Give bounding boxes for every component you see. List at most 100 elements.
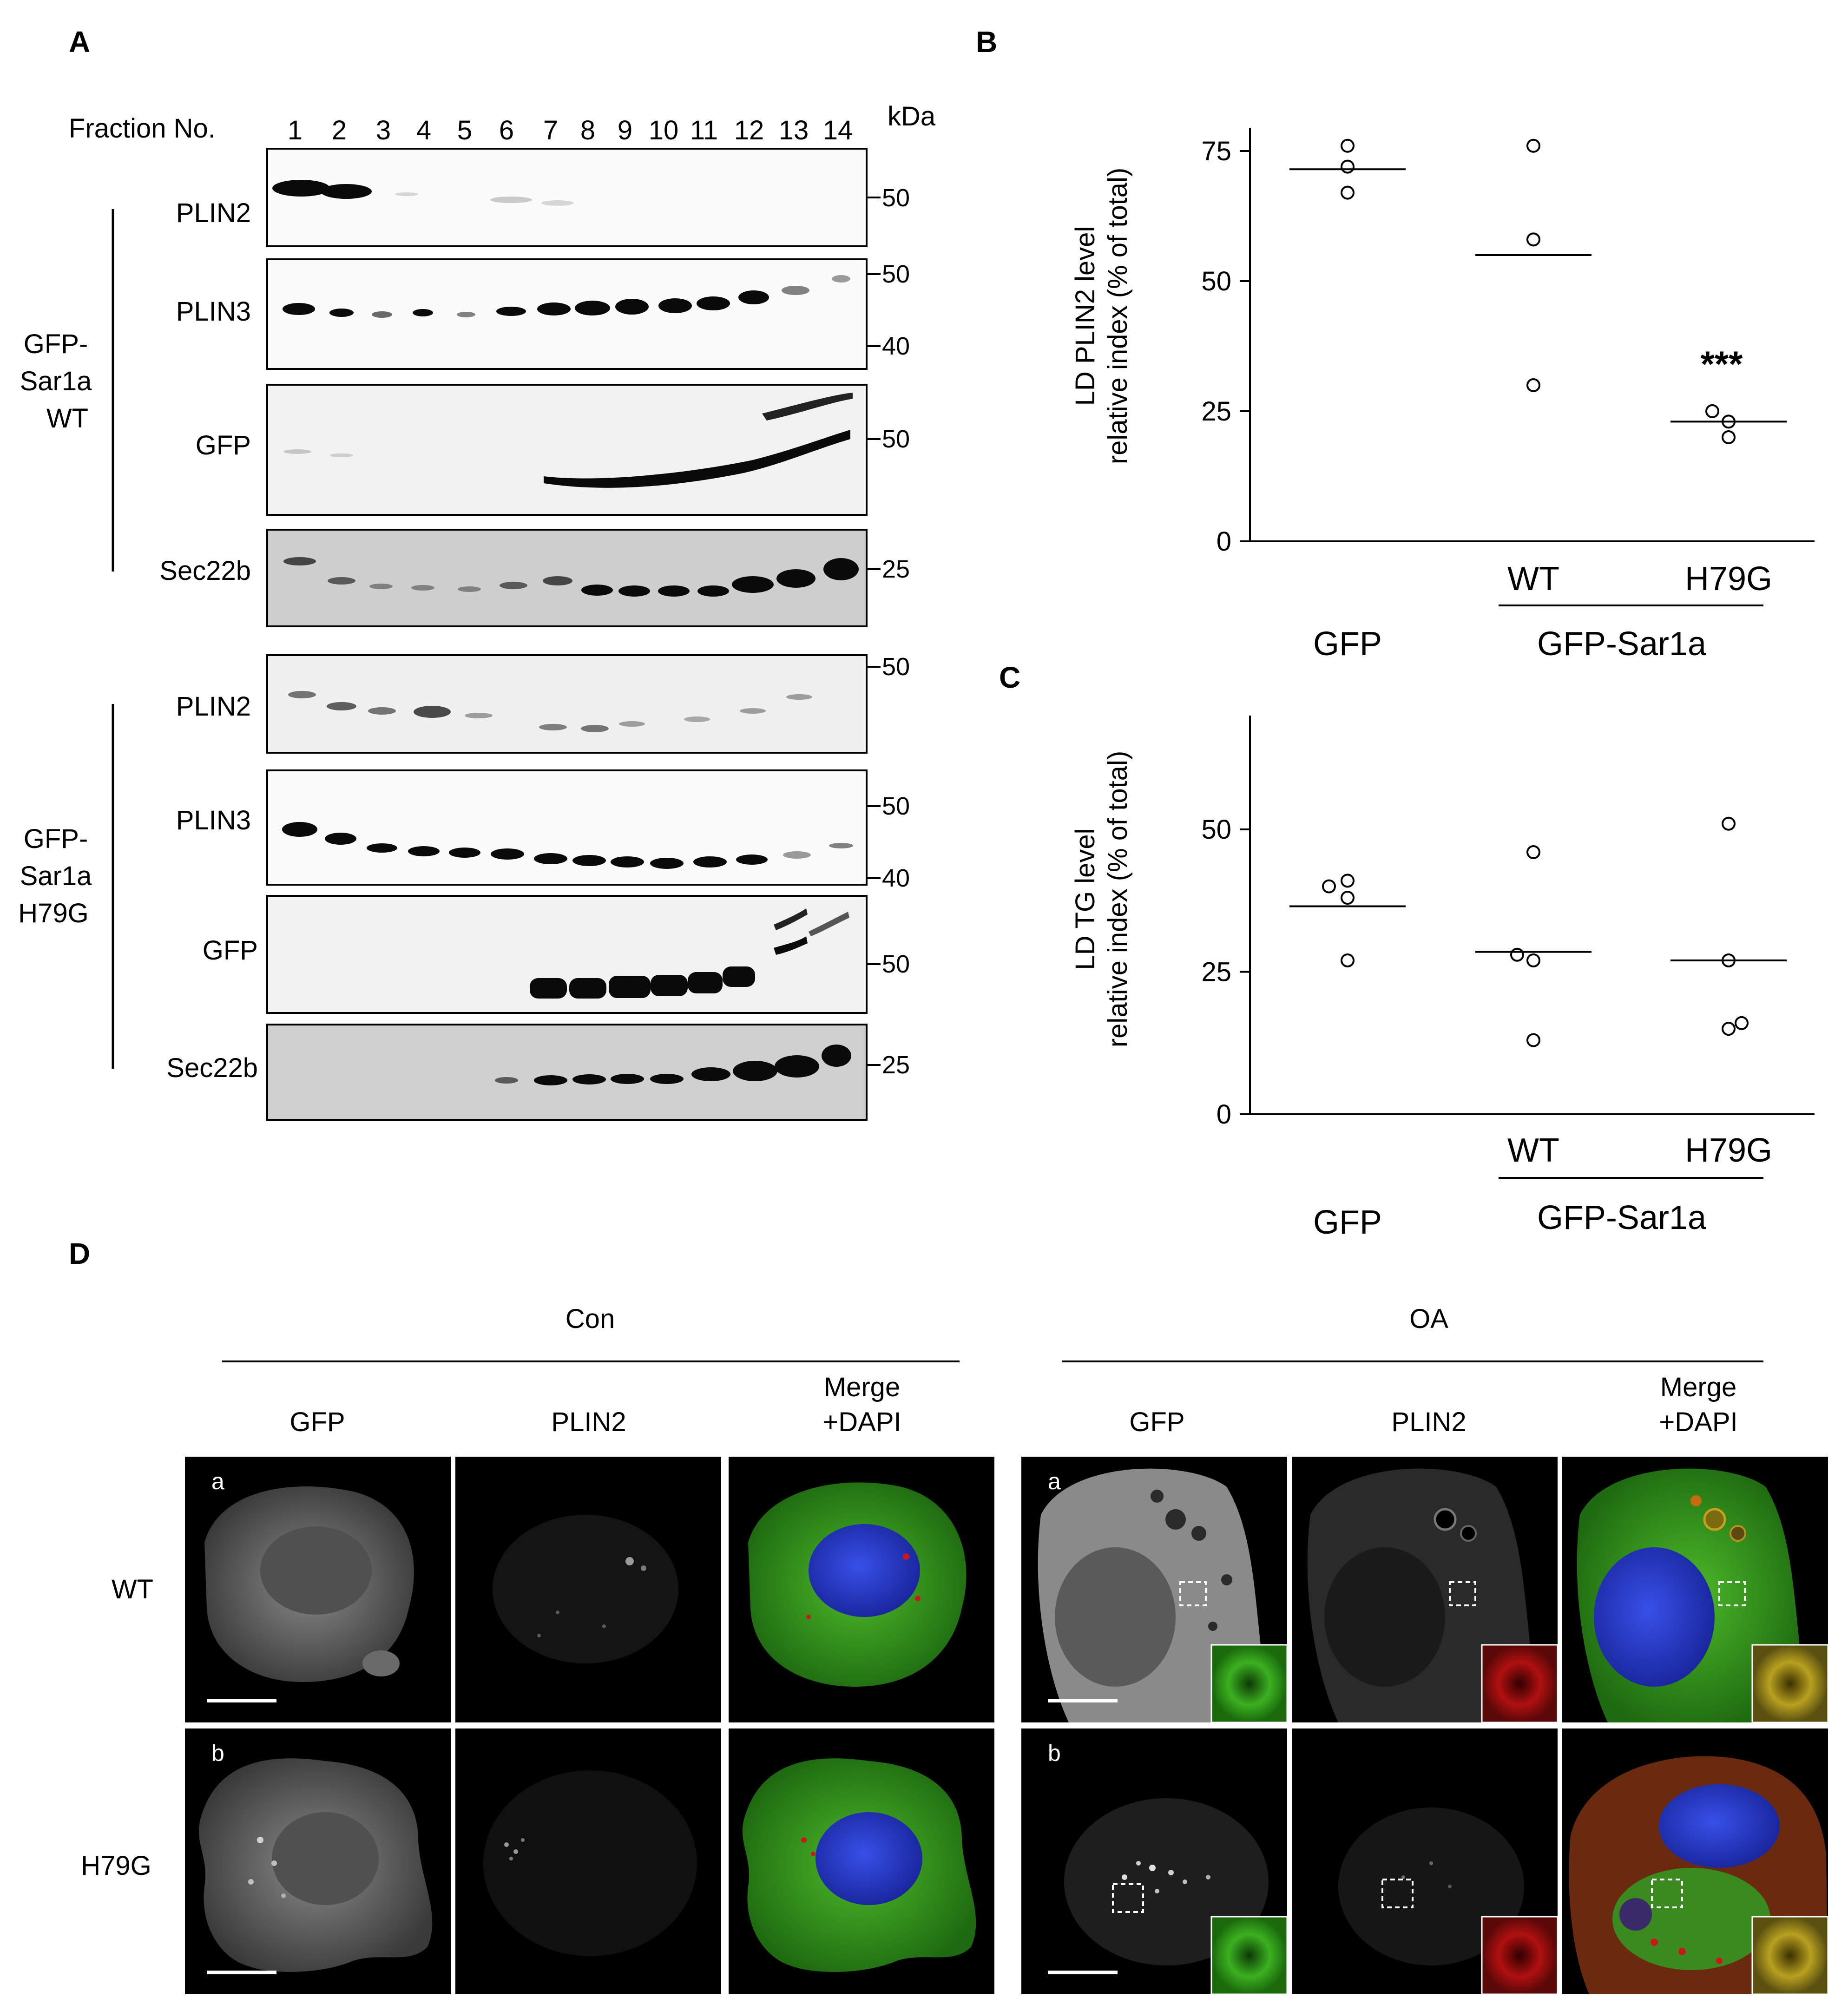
wt-group-label-2: Sar1a [20,366,92,396]
fraction-number: 5 [457,115,472,145]
y-tick-label: 25 [1201,957,1231,987]
blot-label: PLIN2 [176,198,251,228]
panel-c-letter: C [999,661,1020,694]
micrograph-row-letter: a [1048,1468,1061,1494]
blot-background [267,770,867,885]
bands [283,275,850,318]
data-point [1322,879,1336,894]
panel-b: B LD PLIN2 level relative index (% of to… [976,25,1815,663]
col-header-merge-1: Merge [1660,1372,1736,1402]
fraction-number: 12 [734,115,764,145]
mw-marker: 50 [882,950,910,978]
row-label-h79g: H79G [81,1851,151,1881]
micrograph-oa-h79g-gfp: b [1021,1728,1288,1995]
fraction-number: 8 [580,115,595,145]
blot-background [267,259,867,369]
blot-background [267,655,867,753]
blot-background [267,385,867,515]
data-point [1722,430,1736,444]
blot-frame [266,769,868,886]
data-point [1735,1016,1749,1030]
ylabel-line1: LD PLIN2 level [1070,226,1100,406]
blot-gfp-wt: GFP 50 [196,384,910,516]
fraction-number: 9 [618,115,632,145]
micrograph-row-letter: b [211,1740,224,1766]
micrograph-con-h79g-plin2 [455,1728,721,1994]
bands [530,908,849,999]
ylabel-line2: relative index (% of total) [1103,751,1133,1047]
blot-frame [266,384,868,516]
category-label: GFP [1313,1204,1382,1241]
panel-d-letter: D [69,1237,90,1270]
panel-a-letter: A [69,25,90,59]
panel-d: D Con OA GFP PLIN2 Merge +DAPI GFP PLIN2… [69,1237,1829,1995]
mw-marker: 25 [882,1051,910,1079]
micrograph-oa-wt-merge [1562,1457,1829,1723]
kda-label: kDa [888,101,936,131]
micrograph-oa-wt-gfp: a [1021,1457,1288,1723]
micrograph-row-letter: a [211,1468,224,1494]
wt-group-label-1: GFP- [24,329,88,359]
blot-plin2-h79g: PLIN2 50 [176,653,910,754]
micrograph-con-wt-gfp: a [185,1457,451,1722]
mw-marker: 50 [882,184,910,212]
blot-frame [266,895,868,1014]
h79g-group-label-3: H79G [18,898,89,928]
col-header-gfp: GFP [1129,1407,1184,1437]
panel-a: A Fraction No. 1 2 3 4 5 6 7 8 9 10 11 1… [18,25,936,1121]
fraction-numbers: 1 2 3 4 5 6 7 8 9 10 11 12 13 14 [288,115,853,145]
ylabel-line1: LD TG level [1070,828,1100,970]
micrograph-oa-h79g-merge [1562,1728,1829,1995]
blot-frame [266,1024,868,1121]
data-point [1526,378,1540,392]
col-header-plin2: PLIN2 [551,1407,626,1437]
mw-marker: 50 [882,425,910,453]
category-label: GFP [1313,625,1382,663]
bands [283,393,853,488]
chart-c-axes [1249,716,1815,1115]
chart-c-plot: 0 25 50 [1201,815,1787,1130]
mw-marker: 25 [882,555,910,583]
significance-annotation: *** [1700,343,1743,384]
data-point [1341,891,1355,905]
data-point [1526,138,1540,153]
data-point [1526,953,1540,967]
fraction-number: 11 [690,115,718,145]
data-point [1526,232,1540,247]
blot-label: PLIN3 [176,296,251,327]
fraction-number: 3 [376,115,391,145]
data-point [1341,953,1355,967]
y-tick-label: 50 [1201,266,1231,296]
micrograph-oa-h79g-plin2 [1292,1728,1559,1995]
blot-label: Sec22b [159,556,251,586]
group-label: GFP-Sar1a [1537,625,1707,663]
fraction-number: 14 [823,115,853,145]
blot-plin3-wt: PLIN3 50 40 [176,258,910,370]
y-tick-label: 25 [1201,396,1231,427]
data-point [1526,1033,1540,1047]
h79g-group-label-2: Sar1a [20,861,92,891]
micrograph-con-h79g-gfp: b [185,1728,451,1994]
micrograph-oa-wt-plin2 [1292,1457,1559,1723]
blot-label: GFP [196,430,251,460]
category-label: WT [1507,1132,1559,1169]
blot-frame [266,654,868,754]
col-header-merge-1: Merge [824,1372,900,1402]
chart-b-ylabel: LD PLIN2 level relative index (% of tota… [1070,168,1133,464]
blot-frame [266,258,868,370]
category-label: H79G [1685,560,1772,598]
con-header: Con [566,1304,615,1334]
category-label: H79G [1685,1132,1772,1169]
mw-marker: 40 [882,864,910,892]
chart-b-plot: 0 25 50 75 [1201,136,1787,557]
ylabel-line2: relative index (% of total) [1103,168,1133,464]
mw-marker: 50 [882,260,910,288]
blot-plin3-h79g: PLIN3 50 40 [176,769,910,892]
col-header-merge-2: +DAPI [822,1407,901,1437]
micrograph-con-h79g-merge [729,1728,994,1994]
micrograph-row-letter: b [1048,1740,1061,1766]
mw-marker: 40 [882,332,910,360]
oa-header: OA [1409,1304,1448,1334]
data-point [1526,845,1540,860]
blot-background [267,149,867,246]
